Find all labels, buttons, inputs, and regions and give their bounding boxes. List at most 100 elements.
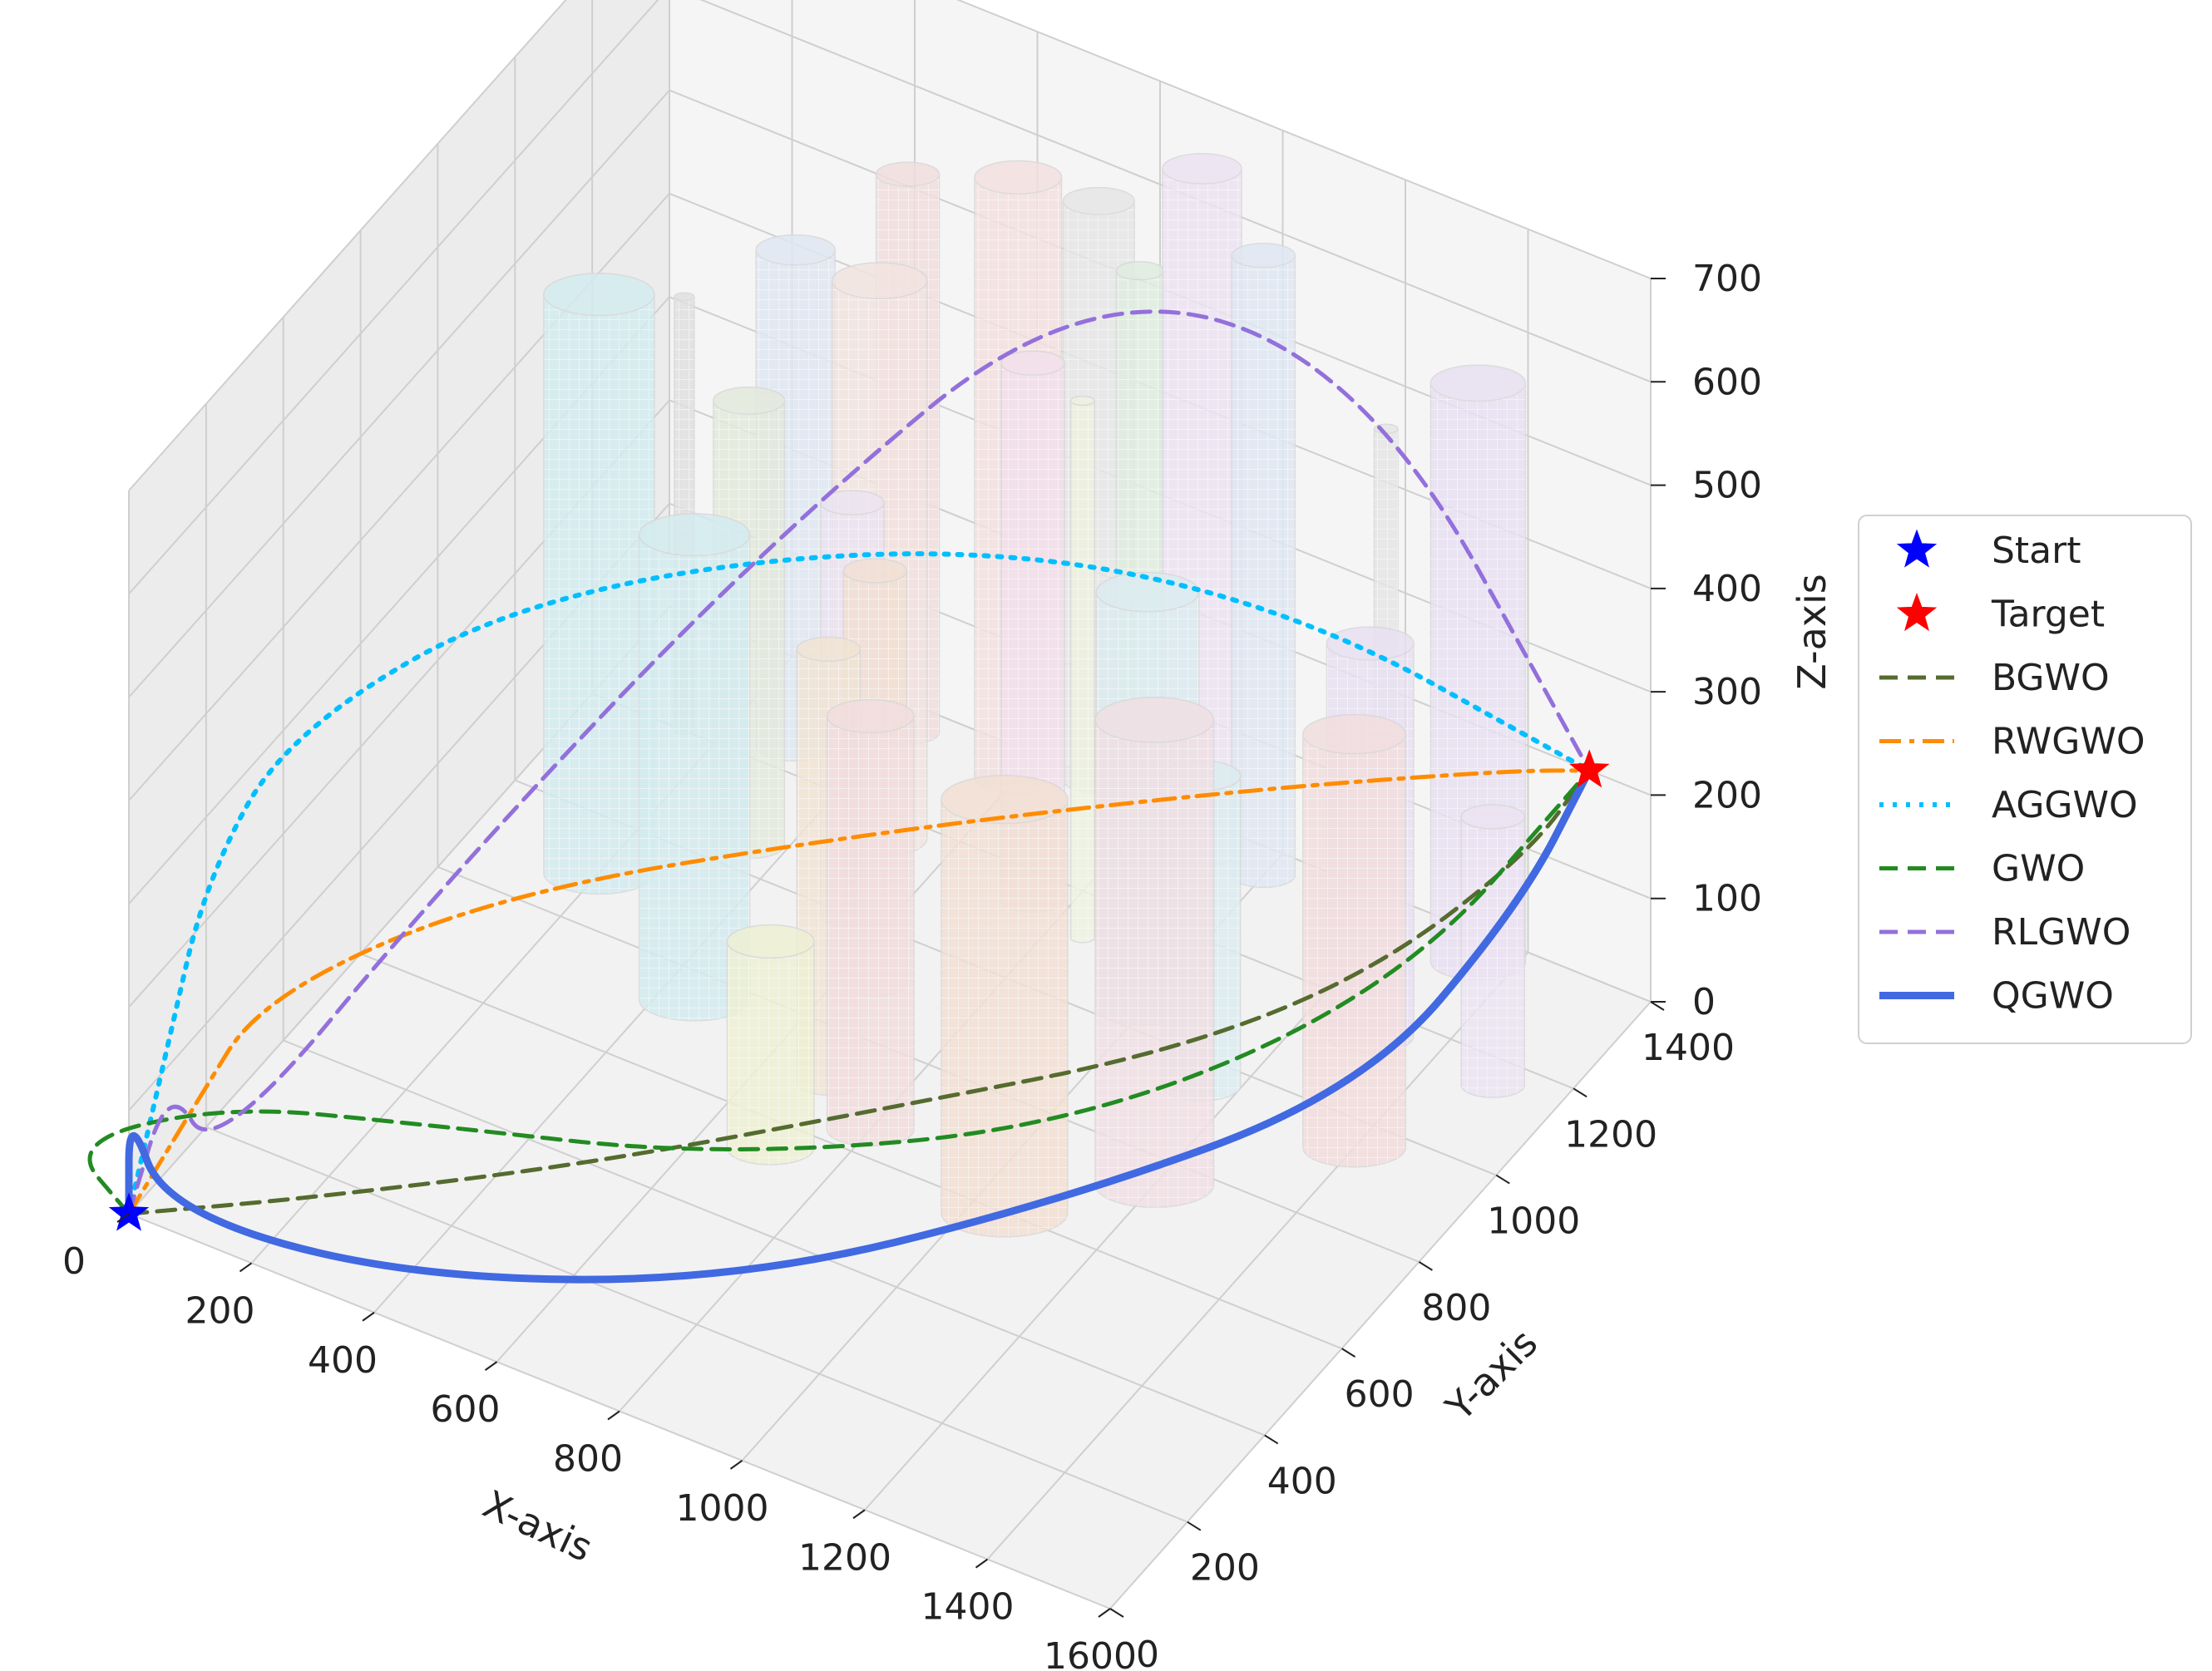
legend-label: Start bbox=[1992, 530, 2081, 572]
cylinder-mesh bbox=[1070, 396, 1095, 943]
cylinder-top bbox=[796, 636, 861, 663]
cylinder-mesh bbox=[1001, 351, 1065, 913]
x-axis-label: X-axis bbox=[476, 1481, 600, 1570]
x-tick-label: 1000 bbox=[676, 1487, 769, 1530]
y-tick-mark bbox=[1418, 1261, 1433, 1271]
cylinder-mesh bbox=[727, 924, 814, 1165]
cylinder-top bbox=[674, 292, 695, 302]
cylinder-top bbox=[1094, 697, 1215, 743]
cylinder-top bbox=[1162, 153, 1242, 185]
left-wall-pane bbox=[129, 0, 669, 1214]
obstacle-cylinder bbox=[826, 698, 915, 1147]
path-series bbox=[87, 309, 1593, 1284]
cylinder-top bbox=[1302, 713, 1407, 755]
legend-label: QGWO bbox=[1992, 975, 2114, 1018]
y-tick-mark bbox=[1650, 1001, 1665, 1011]
x-tick-mark bbox=[239, 1262, 253, 1273]
x-tick-label: 1200 bbox=[798, 1536, 891, 1579]
grid-line bbox=[128, 0, 1652, 491]
x-tick-mark bbox=[852, 1509, 866, 1520]
cylinder-top bbox=[1326, 626, 1415, 661]
obstacle-cylinder bbox=[1094, 697, 1215, 1209]
cylinder-mesh bbox=[1461, 805, 1525, 1098]
cylinder-top bbox=[1429, 364, 1527, 402]
z-axis-label: Z-axis bbox=[1790, 574, 1834, 689]
legend-label: AGGWO bbox=[1992, 784, 2138, 826]
obstacle-cylinder bbox=[726, 924, 815, 1166]
x-tick-label: 0 bbox=[62, 1240, 86, 1283]
y-tick-label: 800 bbox=[1421, 1287, 1491, 1329]
y-tick-label: 1000 bbox=[1487, 1200, 1580, 1243]
y-tick-label: 600 bbox=[1345, 1373, 1415, 1416]
cylinder-top bbox=[1460, 804, 1525, 830]
x-tick-label: 1600 bbox=[1044, 1635, 1137, 1671]
grid-line bbox=[128, 0, 1652, 594]
x-tick-mark bbox=[729, 1460, 743, 1470]
series-path-qgwo bbox=[125, 766, 1593, 1284]
x-tick-label: 200 bbox=[185, 1289, 255, 1332]
cylinder-top bbox=[726, 924, 815, 959]
x-tick-mark bbox=[116, 1213, 130, 1223]
cylinder-top bbox=[875, 161, 941, 187]
cylinder-top bbox=[831, 262, 928, 300]
cylinder-top bbox=[842, 558, 907, 584]
x-tick-label: 800 bbox=[553, 1438, 623, 1481]
legend-label: GWO bbox=[1992, 848, 2085, 890]
cylinder-top bbox=[543, 273, 655, 317]
x-tick-mark bbox=[975, 1558, 989, 1569]
obstacle-cylinder bbox=[638, 513, 751, 1022]
grid-line bbox=[128, 399, 1652, 1008]
start-marker bbox=[108, 1192, 150, 1231]
cylinder-mesh bbox=[941, 775, 1068, 1237]
y-tick-label: 1400 bbox=[1642, 1027, 1735, 1069]
x-tick-label: 600 bbox=[431, 1388, 501, 1431]
cylinder-top bbox=[1231, 243, 1296, 269]
x-tick-mark bbox=[1098, 1608, 1111, 1618]
z-tick-label: 0 bbox=[1692, 981, 1716, 1023]
y-tick-mark bbox=[1495, 1174, 1510, 1185]
x-tick-mark bbox=[362, 1311, 375, 1322]
obstacle-cylinder bbox=[1231, 243, 1296, 889]
obstacle-cylinder bbox=[1000, 350, 1065, 914]
cylinder-mesh bbox=[1232, 243, 1296, 888]
obstacle-cylinder bbox=[941, 775, 1069, 1238]
cylinder-top bbox=[974, 160, 1063, 195]
endpoint-markers bbox=[108, 749, 1610, 1231]
series-path-aggwo bbox=[126, 551, 1592, 1216]
y-tick-label: 0 bbox=[1136, 1634, 1159, 1671]
legend-label: RLGWO bbox=[1992, 911, 2131, 954]
x-tick-label: 1400 bbox=[921, 1586, 1015, 1629]
y-tick-label: 1200 bbox=[1564, 1113, 1657, 1156]
z-tick-label: 700 bbox=[1692, 258, 1762, 300]
series-path-bgwo bbox=[126, 768, 1592, 1216]
cylinder-top bbox=[713, 386, 786, 415]
y-tick-label: 400 bbox=[1267, 1460, 1337, 1502]
legend-marker bbox=[1896, 529, 1938, 568]
series-path-rlgwo bbox=[126, 309, 1592, 1216]
cylinder-top bbox=[1000, 350, 1065, 376]
y-axis-label: Y-axis bbox=[1436, 1320, 1546, 1430]
z-tick-label: 400 bbox=[1692, 568, 1762, 610]
legend-label: Target bbox=[1991, 594, 2105, 636]
legend-box bbox=[1858, 515, 2192, 1044]
cylinder-top bbox=[820, 490, 885, 515]
y-tick-mark bbox=[1109, 1608, 1124, 1618]
z-tick-label: 100 bbox=[1692, 878, 1762, 920]
x-tick-label: 400 bbox=[308, 1339, 378, 1382]
cylinder-top bbox=[826, 698, 915, 734]
obstacle-cylinder bbox=[1069, 395, 1095, 944]
legend-marker bbox=[1896, 593, 1938, 632]
series-path-rwgwo bbox=[126, 768, 1592, 1216]
obstacle-cylinder bbox=[543, 273, 655, 895]
z-tick-label: 500 bbox=[1692, 465, 1762, 507]
obstacle-cylinder bbox=[1460, 804, 1525, 1098]
cylinder-mesh bbox=[543, 273, 654, 895]
y-tick-mark bbox=[1341, 1348, 1356, 1358]
cylinder-top bbox=[638, 513, 751, 557]
z-tick-label: 300 bbox=[1692, 671, 1762, 713]
x-tick-mark bbox=[484, 1361, 498, 1371]
y-tick-mark bbox=[1264, 1434, 1279, 1445]
y-tick-mark bbox=[1187, 1521, 1202, 1531]
